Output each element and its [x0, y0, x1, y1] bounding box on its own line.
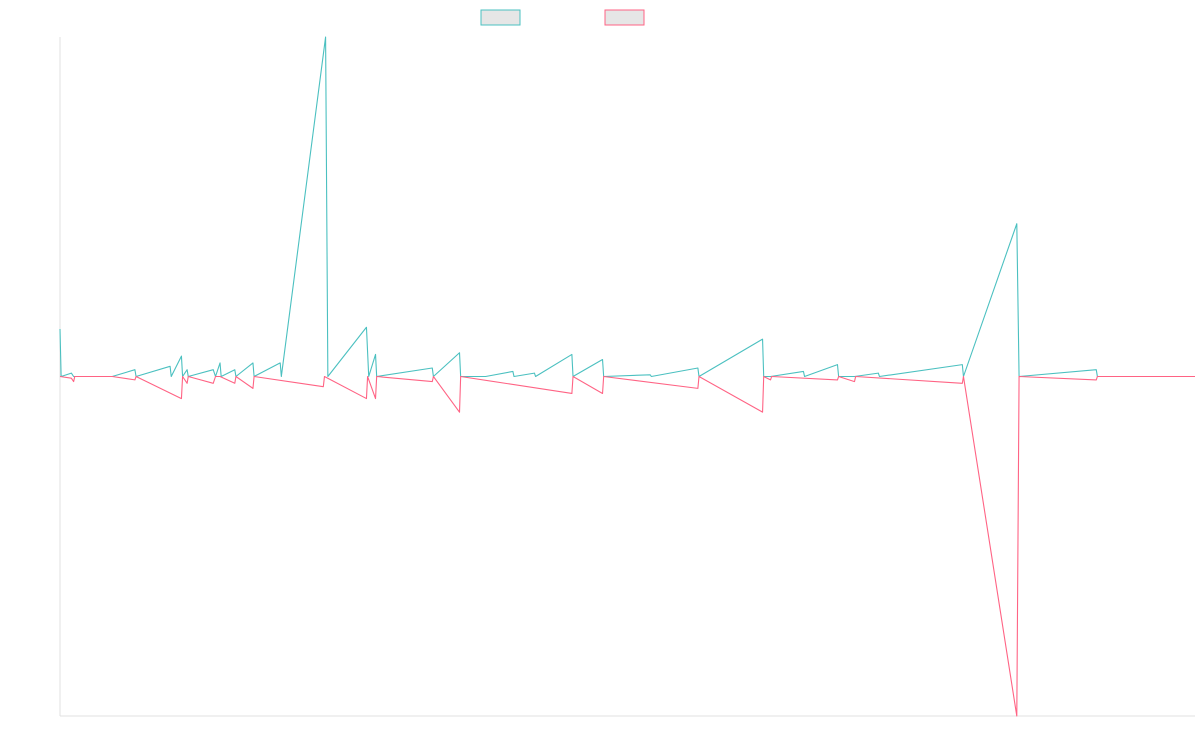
series-2-point: [962, 383, 963, 384]
series-1-point: [1016, 223, 1017, 224]
series-1-point: [803, 371, 804, 372]
series-1-point: [280, 362, 281, 363]
series-2-point: [1018, 376, 1019, 377]
series-1-point: [325, 36, 326, 37]
series-2-point: [762, 412, 763, 413]
series-1-point: [459, 352, 460, 353]
series-2-point: [459, 412, 460, 413]
series-2-point: [854, 381, 855, 382]
series-1-point: [602, 359, 603, 360]
series-1-point: [171, 376, 172, 377]
series-2-point: [253, 376, 254, 377]
series-2-point: [213, 383, 214, 384]
series-1-point: [375, 354, 376, 355]
series-1-point: [878, 373, 879, 374]
series-2-point: [837, 379, 838, 380]
series-2-point: [460, 376, 461, 377]
series-2-point: [855, 376, 856, 377]
series-2-point: [59, 376, 60, 377]
series-2-point: [235, 376, 236, 377]
series-1-point: [59, 328, 60, 329]
series-2-point: [74, 376, 75, 377]
series-2-point: [838, 376, 839, 377]
series-1-point: [804, 376, 805, 377]
series-1-point: [962, 364, 963, 365]
series-2-point: [698, 376, 699, 377]
legend-swatch-1: [480, 9, 521, 26]
series-1-point: [1096, 369, 1097, 370]
series-line-1: [59, 36, 1195, 378]
series-2-point: [252, 388, 253, 389]
series-1-point: [651, 376, 652, 377]
series-2-point: [770, 379, 771, 380]
series-2-point: [432, 381, 433, 382]
plot-area: [59, 36, 1195, 717]
series-2-point: [763, 376, 764, 377]
series-1-point: [252, 362, 253, 363]
series-2-point: [323, 386, 324, 387]
series-2-point: [366, 398, 367, 399]
series-1-point: [327, 376, 328, 377]
series-1-point: [535, 376, 536, 377]
series-2-point: [188, 376, 189, 377]
series-2-point: [112, 376, 113, 377]
series-2-point: [367, 376, 368, 377]
series-1-point: [213, 369, 214, 370]
series-1-point: [234, 369, 235, 370]
series-2-point: [572, 376, 573, 377]
series-1-point: [879, 376, 880, 377]
series-1-point: [73, 376, 74, 377]
series-2-point: [603, 376, 604, 377]
series-1-point: [485, 376, 486, 377]
series-1-point: [512, 371, 513, 372]
series-1-point: [534, 373, 535, 374]
series-1-point: [432, 367, 433, 368]
series-1-point: [697, 367, 698, 368]
series-1-point: [837, 364, 838, 365]
series-1-point: [854, 376, 855, 377]
series-2-point: [134, 379, 135, 380]
series-1-point: [513, 376, 514, 377]
series-1-point: [169, 366, 170, 367]
series-2-point: [1097, 376, 1098, 377]
series-2-point: [324, 376, 325, 377]
series-2-point: [73, 381, 74, 382]
series-2-point: [433, 376, 434, 377]
legend: [480, 9, 645, 26]
series-2-point: [181, 398, 182, 399]
series-line-2: [59, 375, 1195, 717]
series-2-point: [571, 393, 572, 394]
series-1-point: [650, 374, 651, 375]
series-1-point: [571, 354, 572, 355]
series-1-point: [281, 376, 282, 377]
series-1-point: [366, 327, 367, 328]
series-2-point: [187, 383, 188, 384]
series-2-point: [135, 376, 136, 377]
series-2-point: [602, 393, 603, 394]
series-2-point: [182, 376, 183, 377]
series-2-point: [1016, 715, 1017, 716]
series-2-point: [963, 376, 964, 377]
series-2-point: [1194, 376, 1195, 377]
series-2-point: [71, 378, 72, 379]
series-1-point: [134, 369, 135, 370]
series-2-point: [219, 376, 220, 377]
series-2-point: [771, 376, 772, 377]
series-1-point: [219, 362, 220, 363]
legend-swatch-2: [604, 9, 645, 26]
series-2-point: [375, 398, 376, 399]
series-2-point: [234, 383, 235, 384]
series-2-point: [1096, 379, 1097, 380]
series-2-point: [376, 376, 377, 377]
series-2-point: [697, 388, 698, 389]
series-1-point: [187, 369, 188, 370]
series-2-point: [88, 376, 89, 377]
series-1-point: [181, 356, 182, 357]
series-1-point: [762, 339, 763, 340]
series-1-point: [71, 373, 72, 374]
series-2-point: [215, 376, 216, 377]
